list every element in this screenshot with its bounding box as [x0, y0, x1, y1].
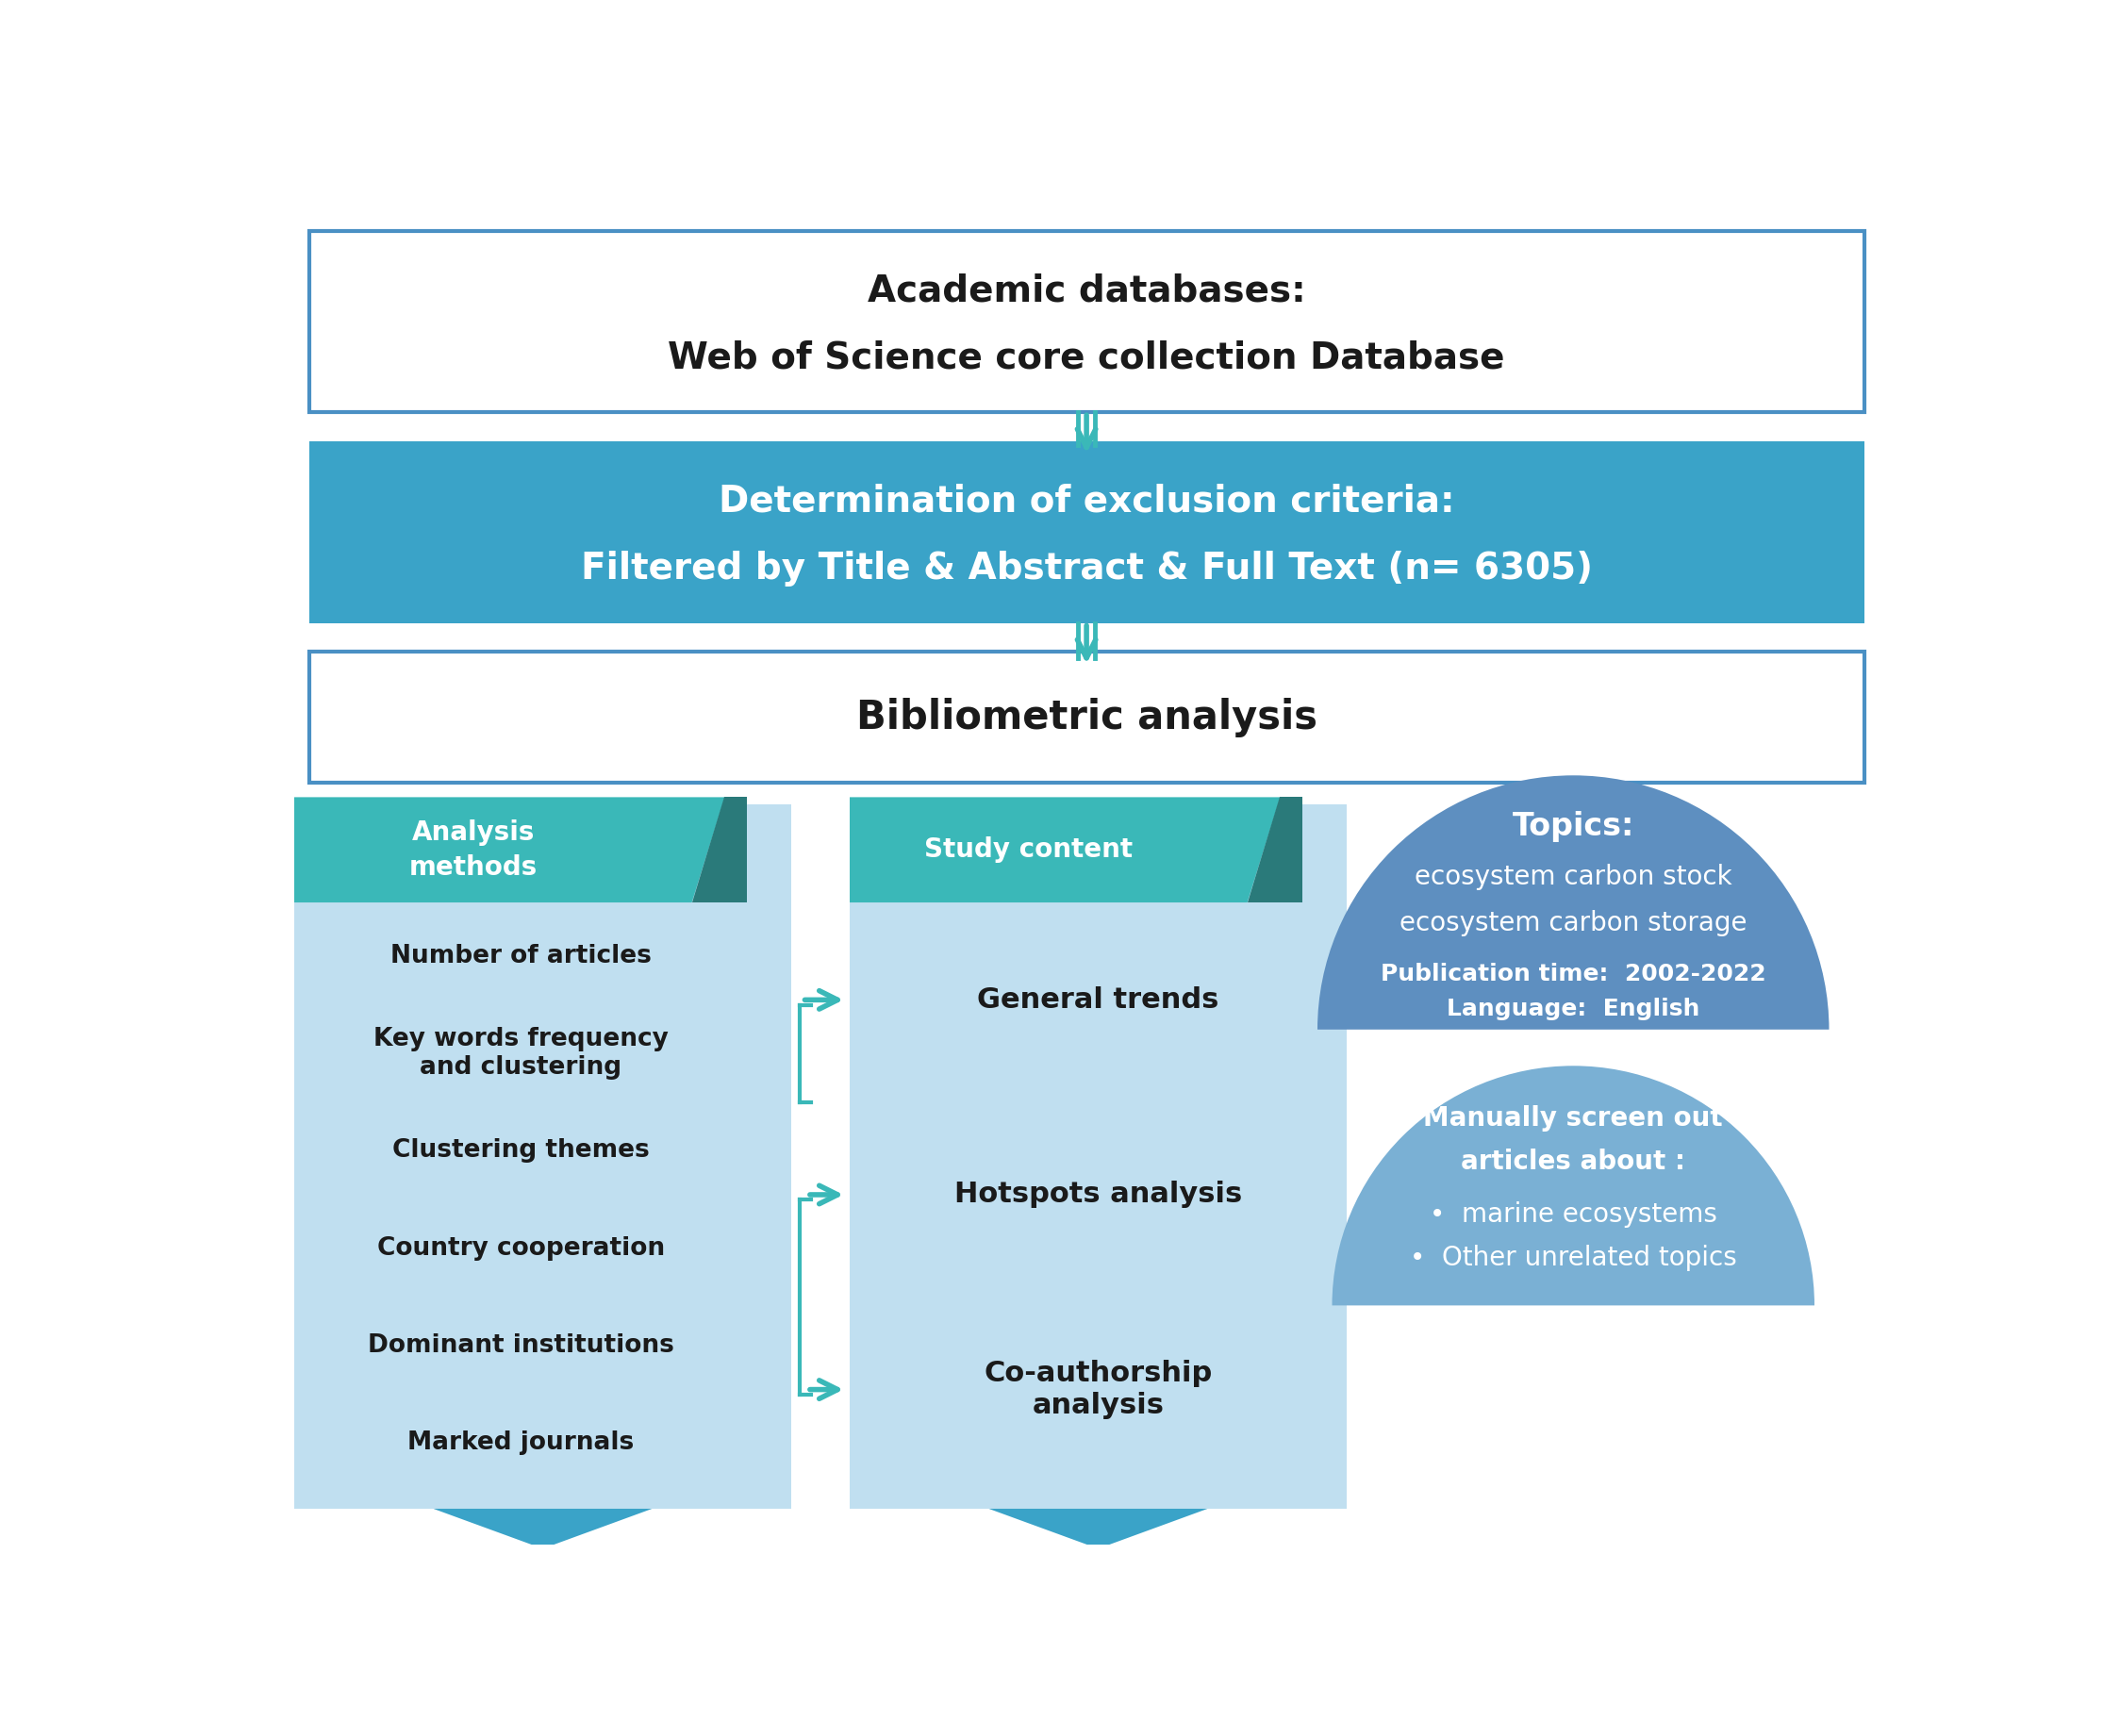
Text: Academic databases:: Academic databases:	[867, 273, 1306, 309]
Bar	[295, 804, 791, 1509]
Text: General trends: General trends	[977, 986, 1219, 1014]
Text: Study content: Study content	[924, 837, 1132, 863]
Wedge shape	[1331, 1066, 1815, 1305]
Text: Key words frequency
and clustering: Key words frequency and clustering	[373, 1028, 668, 1080]
Text: Bibliometric analysis: Bibliometric analysis	[856, 698, 1317, 738]
Text: Number of articles: Number of articles	[390, 944, 651, 969]
Text: Country cooperation: Country cooperation	[377, 1236, 666, 1260]
Bar	[310, 653, 1863, 783]
Wedge shape	[1317, 776, 1830, 1029]
Text: Marked journals: Marked journals	[407, 1430, 634, 1455]
Text: Manually screen out: Manually screen out	[1423, 1106, 1724, 1132]
Text: ecosystem carbon stock: ecosystem carbon stock	[1414, 865, 1732, 891]
Text: Topics:: Topics:	[1512, 811, 1635, 842]
Bar	[850, 804, 1346, 1509]
Polygon shape	[432, 1509, 653, 1549]
Text: Dominant institutions: Dominant institutions	[367, 1333, 674, 1358]
Text: Co-authorship
analysis: Co-authorship analysis	[984, 1359, 1213, 1418]
Text: •  marine ecosystems: • marine ecosystems	[1429, 1201, 1717, 1227]
Text: Analysis
methods: Analysis methods	[409, 819, 536, 880]
Polygon shape	[691, 797, 746, 903]
Text: Hotspots analysis: Hotspots analysis	[954, 1180, 1242, 1208]
Polygon shape	[295, 797, 725, 903]
Text: ecosystem carbon storage: ecosystem carbon storage	[1399, 910, 1747, 936]
Text: Publication time:  2002-2022: Publication time: 2002-2022	[1380, 962, 1766, 984]
Text: Determination of exclusion criteria:: Determination of exclusion criteria:	[719, 483, 1454, 519]
Polygon shape	[988, 1509, 1208, 1549]
Polygon shape	[1247, 797, 1302, 903]
Text: Language:  English: Language: English	[1446, 998, 1700, 1021]
Text: Clustering themes: Clustering themes	[392, 1139, 649, 1163]
Bar	[310, 231, 1863, 413]
Text: articles about :: articles about :	[1461, 1149, 1685, 1175]
Text: Web of Science core collection Database: Web of Science core collection Database	[668, 340, 1505, 375]
Bar	[310, 441, 1863, 623]
Polygon shape	[850, 797, 1280, 903]
Text: Filtered by Title & Abstract & Full Text (n= 6305): Filtered by Title & Abstract & Full Text…	[581, 550, 1592, 587]
Text: •  Other unrelated topics: • Other unrelated topics	[1410, 1245, 1736, 1271]
